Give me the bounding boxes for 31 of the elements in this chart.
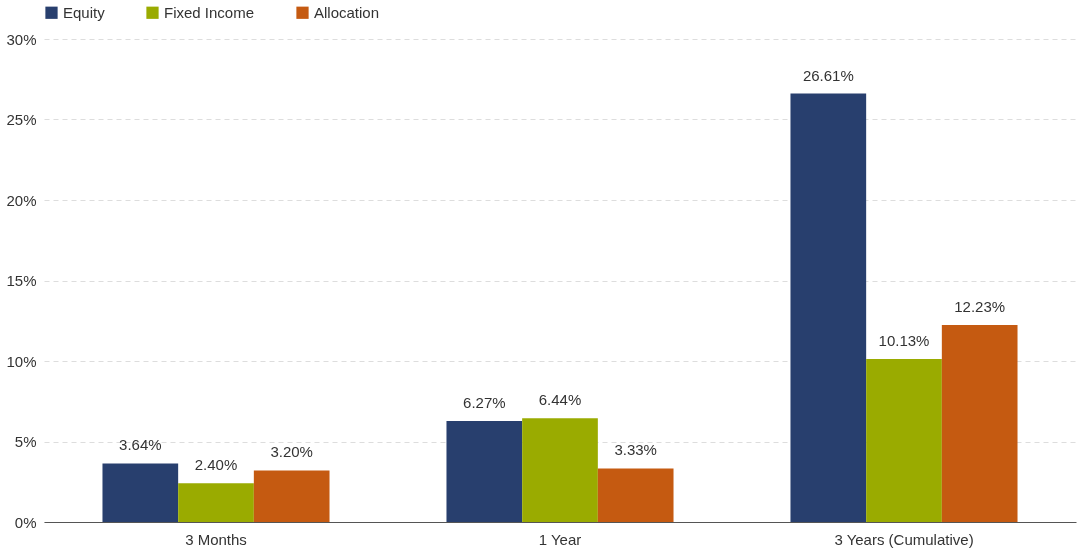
data-label: 12.23% [954,298,1006,316]
y-tick-label: 10% [6,352,37,370]
data-label: 3.33% [614,441,657,459]
y-tick-label: 30% [6,30,37,48]
data-label: 3.64% [119,436,162,454]
x-tick-label: 3 Years (Cumulative) [834,530,974,548]
data-label: 6.44% [538,391,582,409]
data-label: 6.27% [463,394,506,412]
legend-label: Allocation [314,3,380,21]
bar [102,463,179,522]
legend-label: Equity [63,3,106,21]
data-label: 26.61% [802,66,854,84]
bar [866,358,942,522]
bar [790,93,867,522]
data-label: 10.13% [878,331,930,349]
y-tick-label: 20% [6,191,37,209]
y-tick-label: 5% [14,433,37,450]
bar [597,468,674,522]
data-label: 2.40% [194,456,238,474]
bar [941,325,1018,522]
y-tick-label: 0% [14,513,37,531]
x-tick-label: 1 Year [538,530,582,548]
y-tick-label: 15% [6,272,37,289]
x-tick-label: 3 Months [185,530,247,548]
data-label: 3.20% [270,443,313,461]
legend-label: Fixed Income [164,3,255,21]
bar [178,483,254,522]
bar [253,470,330,522]
bar [522,418,598,522]
bar [446,421,523,522]
y-tick-label: 25% [6,111,37,128]
